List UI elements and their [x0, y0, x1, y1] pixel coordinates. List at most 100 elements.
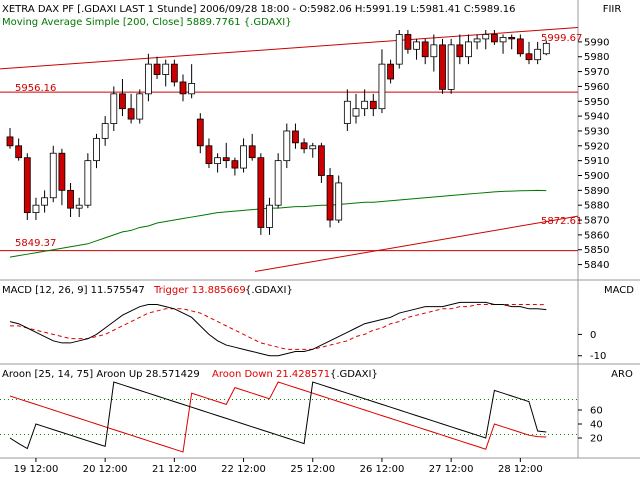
price-plot: 5840 5850 5860 5870 5880 5890 5900 5910 5920 5930…	[0, 27, 609, 273]
candle-down	[421, 41, 429, 58]
candle-up	[352, 108, 360, 117]
price-tick-label: 5970	[584, 67, 609, 78]
candle-down	[179, 81, 187, 95]
candle-down	[23, 157, 31, 214]
candle-down	[231, 160, 239, 169]
candle-up	[447, 44, 455, 90]
moving-average-legend: Moving Average Simple [200, Close] 5889.…	[2, 17, 292, 28]
candle-down	[387, 63, 395, 80]
time-tick-label: 25 12:00	[290, 464, 335, 475]
price-tick-label: 5900	[584, 171, 609, 182]
candle-up	[378, 63, 386, 110]
candle-down	[205, 145, 213, 165]
price-tick-label: 5870	[584, 216, 609, 227]
price-tick-label: 5920	[584, 141, 609, 152]
candle-up	[240, 145, 247, 169]
candle-up	[274, 160, 282, 206]
macd-plot: 0 -10	[9, 301, 606, 362]
candle-up	[465, 41, 472, 58]
aroon-header-down: Aroon Down 21.428571	[212, 369, 330, 380]
level-label-upper: 5956.16	[15, 83, 56, 94]
candle-up	[144, 63, 152, 95]
candle-down	[439, 44, 446, 90]
aroon-up-line	[9, 381, 547, 450]
candle-up	[395, 34, 403, 65]
candle-down	[490, 34, 498, 43]
candle-up	[335, 182, 343, 221]
candle-down	[248, 145, 256, 159]
candle-down	[196, 118, 204, 147]
candle-up	[101, 123, 109, 139]
price-tick-label: 5880	[584, 201, 609, 212]
price-tick-label: 5890	[584, 186, 609, 197]
time-axis: 19 12:00 20 12:00 21 12:00 22 12:00 25 12:00…	[14, 458, 543, 475]
candle-down	[326, 175, 334, 221]
candle-up	[473, 38, 481, 43]
macd-header-trigger: Trigger 13.885669	[153, 285, 246, 296]
macd-trigger-line	[10, 304, 547, 350]
candle-up	[188, 83, 196, 95]
candle-down	[58, 152, 66, 191]
candle-up	[343, 100, 351, 124]
macd-header-suffix: {.GDAXI}	[245, 285, 293, 296]
candle-up	[283, 130, 291, 162]
candle-up	[49, 152, 57, 199]
candle-up	[136, 93, 144, 120]
time-tick-label: 22 12:00	[221, 464, 266, 475]
candle-down	[222, 157, 230, 162]
candle-up	[214, 157, 222, 165]
candle-down	[516, 38, 524, 55]
macd-tick-label: -10	[590, 351, 606, 362]
lower-trendline	[254, 215, 579, 273]
aroon-header-suffix: {.GDAXI}	[330, 369, 378, 380]
upper-trendline-label: 5999.67	[541, 33, 582, 44]
price-tick-label: 5950	[584, 97, 609, 108]
candle-down	[300, 142, 308, 150]
candle-up	[361, 100, 369, 110]
time-tick-label: 20 12:00	[83, 464, 128, 475]
candle-up	[413, 41, 420, 50]
candle-down	[369, 100, 377, 110]
candle-down	[170, 63, 178, 83]
candle-down	[508, 37, 516, 40]
price-tick-label: 5930	[584, 126, 609, 137]
candle-down	[153, 63, 161, 75]
candle-up	[162, 63, 170, 75]
aroon-panel-header: Aroon [25, 14, 75] Aroon Up 28.571429 Ar…	[2, 369, 378, 380]
candle-up	[534, 48, 542, 61]
candle-down	[119, 93, 126, 110]
time-tick-label: 19 12:00	[14, 464, 59, 475]
candle-up	[41, 197, 48, 206]
candle-down	[67, 189, 74, 209]
candle-up	[84, 160, 92, 206]
aroon-axis-title: ARO	[611, 369, 633, 380]
aroon-header-main: Aroon [25, 14, 75] Aroon Up 28.571429	[2, 369, 200, 380]
candle-down	[15, 145, 23, 159]
aroon-plot: 60 40 20	[0, 381, 603, 453]
level-label-lower: 5849.37	[15, 238, 56, 249]
price-panel-header: XETRA DAX PF [.GDAXI LAST 1 Stunde] 2006…	[2, 4, 516, 15]
candle-up	[542, 42, 550, 55]
candle-up	[93, 137, 100, 162]
price-tick-label: 5960	[584, 82, 609, 93]
price-tick-label: 5940	[584, 112, 609, 123]
macd-panel-header: MACD [12, 26, 9] 11.575547 Trigger 13.88…	[2, 285, 293, 296]
candle-up	[110, 93, 118, 124]
candle-up	[309, 145, 317, 150]
candle-up	[266, 204, 273, 228]
price-tick-label: 5990	[584, 37, 609, 48]
candle-up	[482, 34, 490, 40]
macd-line	[9, 301, 547, 357]
aroon-down-line	[9, 381, 547, 453]
aroon-tick-label: 40	[590, 420, 603, 431]
price-tick-label: 5980	[584, 52, 609, 63]
fiir-label: FIIR	[603, 4, 622, 15]
candle-up	[430, 44, 438, 58]
candle-up	[75, 204, 83, 209]
candle-down	[6, 136, 14, 147]
macd-tick-label: 0	[590, 330, 596, 341]
candle-down	[525, 53, 533, 61]
time-tick-label: 27 12:00	[429, 464, 474, 475]
